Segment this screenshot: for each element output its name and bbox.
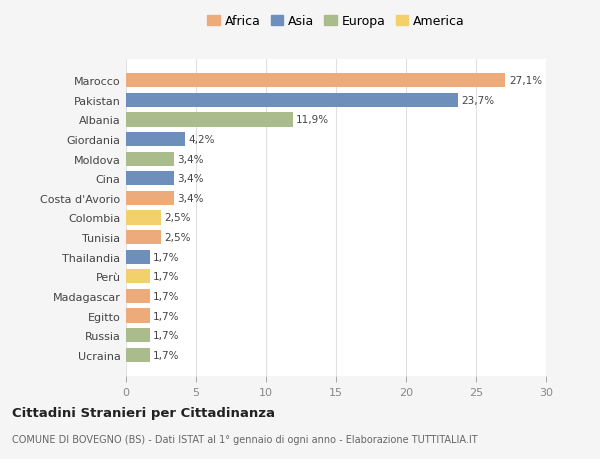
Text: 23,7%: 23,7% — [461, 95, 494, 106]
Text: 1,7%: 1,7% — [154, 272, 180, 282]
Text: Cittadini Stranieri per Cittadinanza: Cittadini Stranieri per Cittadinanza — [12, 406, 275, 419]
Text: 27,1%: 27,1% — [509, 76, 542, 86]
Text: 1,7%: 1,7% — [154, 291, 180, 301]
Bar — [126, 191, 173, 206]
Text: 1,7%: 1,7% — [154, 350, 180, 360]
Text: 3,4%: 3,4% — [177, 154, 203, 164]
Bar — [126, 250, 150, 264]
Bar — [126, 133, 185, 147]
Text: 3,4%: 3,4% — [177, 194, 203, 203]
Text: 2,5%: 2,5% — [164, 233, 191, 242]
Bar — [126, 348, 150, 362]
Bar — [126, 309, 150, 323]
Text: 1,7%: 1,7% — [154, 330, 180, 341]
Bar — [126, 74, 505, 88]
Text: 2,5%: 2,5% — [164, 213, 191, 223]
Text: COMUNE DI BOVEGNO (BS) - Dati ISTAT al 1° gennaio di ogni anno - Elaborazione TU: COMUNE DI BOVEGNO (BS) - Dati ISTAT al 1… — [12, 434, 478, 444]
Text: 1,7%: 1,7% — [154, 311, 180, 321]
Text: 3,4%: 3,4% — [177, 174, 203, 184]
Bar — [126, 328, 150, 342]
Text: 1,7%: 1,7% — [154, 252, 180, 262]
Bar — [126, 289, 150, 303]
Bar — [126, 113, 293, 127]
Bar — [126, 230, 161, 245]
Bar — [126, 269, 150, 284]
Bar — [126, 94, 458, 108]
Bar — [126, 172, 173, 186]
Bar — [126, 211, 161, 225]
Legend: Africa, Asia, Europa, America: Africa, Asia, Europa, America — [207, 15, 465, 28]
Text: 11,9%: 11,9% — [296, 115, 329, 125]
Bar — [126, 152, 173, 166]
Text: 4,2%: 4,2% — [188, 135, 215, 145]
